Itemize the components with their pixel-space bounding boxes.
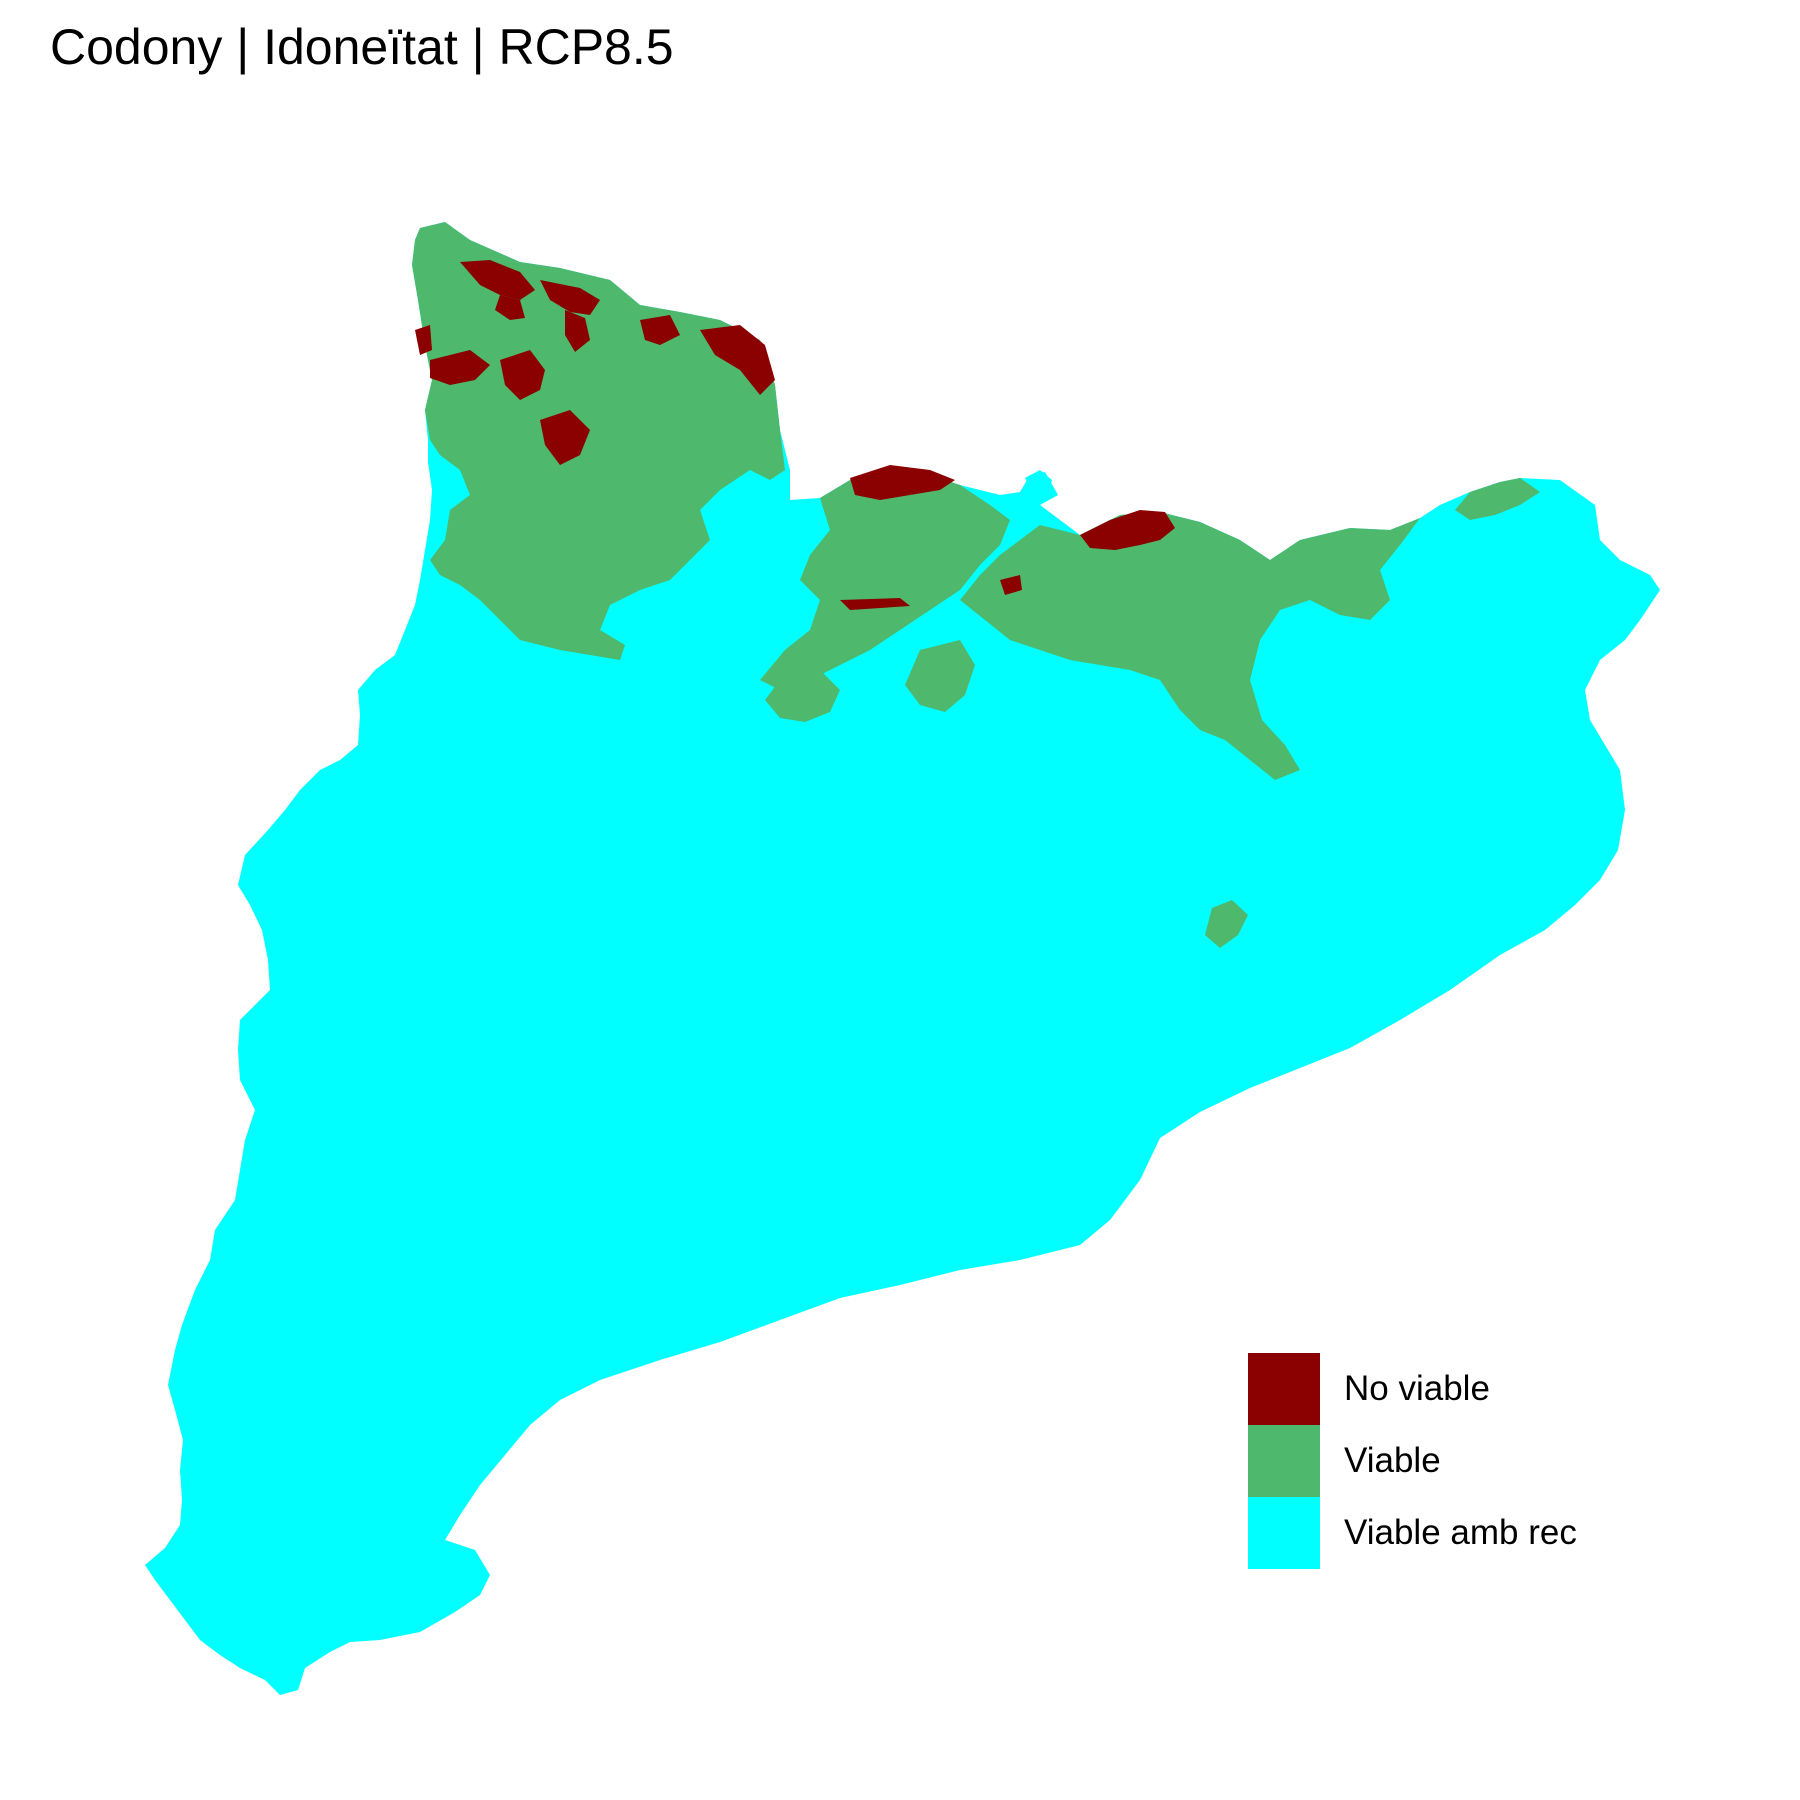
legend-swatch-no-viable [1248, 1353, 1320, 1425]
legend-label-no-viable: No viable [1344, 1369, 1490, 1408]
legend-label-viable: Viable [1344, 1441, 1441, 1480]
legend-label-viable-amb-rec: Viable amb rec [1344, 1513, 1577, 1552]
region-viable [412, 222, 1540, 948]
map-legend: No viable Viable Viable amb rec [1248, 1353, 1577, 1569]
map-title: Codony | Idoneïtat | RCP8.5 [50, 19, 674, 75]
legend-item-viable-amb-rec: Viable amb rec [1248, 1497, 1577, 1569]
legend-swatch-viable [1248, 1425, 1320, 1497]
region-no-viable [415, 260, 1175, 610]
legend-swatch-viable-amb-rec [1248, 1497, 1320, 1569]
legend-item-viable: Viable [1248, 1425, 1577, 1497]
legend-item-no-viable: No viable [1248, 1353, 1577, 1425]
